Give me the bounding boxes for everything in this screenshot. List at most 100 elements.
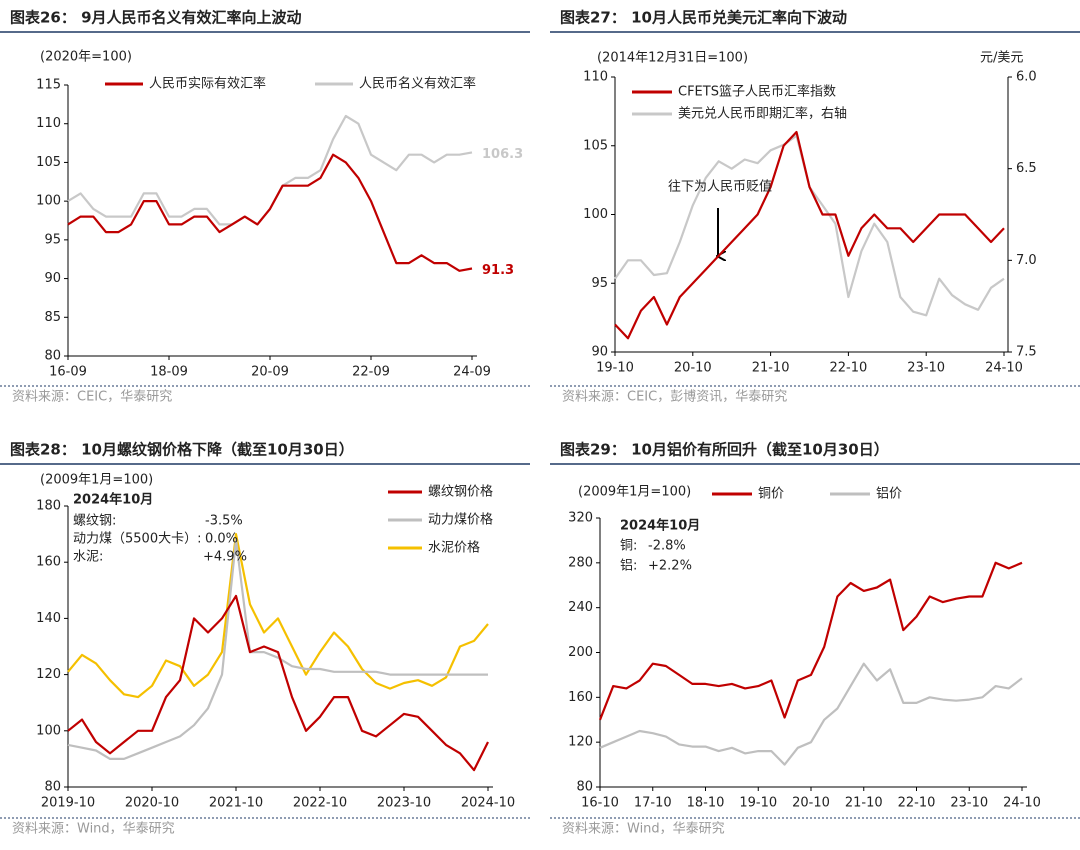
- annotation: 铝:: [620, 559, 637, 574]
- end-value-label: 91.3: [482, 263, 514, 278]
- y-tick-label: 110: [36, 116, 61, 131]
- y-tick-label: 100: [583, 207, 608, 222]
- legend-label: 铜价: [758, 487, 784, 502]
- y-tick-label: 80: [576, 780, 593, 795]
- legend-label: 铝价: [876, 487, 902, 502]
- y-tick-label: 160: [568, 690, 593, 705]
- y-tick-label: 200: [568, 645, 593, 660]
- y-tick-label: 320: [568, 511, 593, 526]
- legend-label: 螺纹钢价格: [428, 484, 493, 500]
- series-line: [598, 561, 1023, 721]
- x-tick-label: 2021-10: [209, 796, 263, 811]
- annotation: 动力煤（5500大卡）:: [73, 532, 201, 547]
- legend-label: 人民币名义有效汇率: [359, 76, 476, 92]
- source-note: 资料来源：Wind，华泰研究: [12, 822, 175, 837]
- x-tick-label: 2019-10: [41, 796, 95, 811]
- x-tick-label: 20-10: [792, 796, 830, 811]
- y-tick-label: 240: [568, 600, 593, 615]
- legend-label: 水泥价格: [428, 540, 480, 556]
- annotation: -2.8%: [648, 539, 686, 554]
- annotation: 0.0%: [205, 532, 238, 547]
- y2-tick-label: 7.5: [1016, 345, 1037, 360]
- end-value-label: 106.3: [482, 147, 523, 162]
- annotation: (2014年12月31日=100): [597, 51, 748, 66]
- y-tick-label: 95: [591, 276, 608, 291]
- series-line: [67, 538, 488, 760]
- annotation: (2020年=100): [40, 50, 132, 65]
- x-tick-label: 23-10: [950, 796, 988, 811]
- y-tick-label: 160: [36, 555, 61, 570]
- x-tick-label: 19-10: [596, 361, 634, 376]
- panel-title: 图表26： 9月人民币名义有效汇率向上波动: [10, 9, 302, 27]
- y-tick-label: 85: [44, 310, 61, 325]
- panel-title: 图表29： 10月铝价有所回升（截至10月30日）: [560, 441, 889, 459]
- series-line: [614, 130, 1005, 340]
- panel-title: 图表28： 10月螺纹钢价格下降（截至10月30日）: [10, 441, 354, 459]
- y-tick-label: 180: [36, 499, 61, 514]
- panel-title: 图表27： 10月人民币兑美元汇率向下波动: [560, 9, 847, 27]
- series-line: [599, 662, 1023, 766]
- annotation: -3.5%: [205, 514, 243, 529]
- x-tick-label: 24-10: [985, 361, 1023, 376]
- y-tick-label: 100: [36, 723, 61, 738]
- series-line: [67, 153, 473, 272]
- annotation: 2024年10月: [73, 492, 153, 508]
- annotation: 往下为人民币贬值: [668, 179, 772, 195]
- y-tick-label: 100: [36, 194, 61, 209]
- annotation: 2024年10月: [620, 518, 700, 534]
- x-tick-label: 2020-10: [125, 796, 179, 811]
- x-tick-label: 2022-10: [293, 796, 347, 811]
- y-tick-label: 120: [568, 735, 593, 750]
- x-tick-label: 24-09: [453, 365, 491, 380]
- x-tick-label: 19-10: [739, 796, 777, 811]
- x-tick-label: 17-10: [634, 796, 672, 811]
- y-tick-label: 105: [583, 138, 608, 153]
- legend-label: 人民币实际有效汇率: [149, 76, 266, 92]
- source-note: 资料来源：CEIC，彭博资讯，华泰研究: [562, 390, 787, 405]
- legend-label: 美元兑人民币即期汇率，右轴: [678, 106, 847, 122]
- series-line: [67, 533, 489, 699]
- y-tick-label: 80: [44, 349, 61, 364]
- x-tick-label: 21-10: [752, 361, 790, 376]
- legend-label: 动力煤价格: [428, 512, 493, 528]
- x-tick-label: 22-09: [352, 365, 390, 380]
- x-tick-label: 16-10: [581, 796, 619, 811]
- annotation: +4.9%: [203, 550, 247, 565]
- x-tick-label: 18-10: [687, 796, 725, 811]
- x-tick-label: 22-10: [830, 361, 868, 376]
- legend-label: CFETS篮子人民币汇率指数: [678, 84, 836, 100]
- annotation: 铜:: [620, 539, 637, 554]
- x-tick-label: 16-09: [49, 365, 87, 380]
- x-tick-label: 20-10: [674, 361, 712, 376]
- y-tick-label: 115: [36, 78, 61, 93]
- x-tick-label: 21-10: [845, 796, 883, 811]
- annotation: 螺纹钢:: [73, 514, 116, 529]
- annotation: +2.2%: [648, 559, 692, 574]
- annotation: (2009年1月=100): [578, 485, 691, 500]
- annotation: (2009年1月=100): [40, 473, 153, 488]
- y-tick-label: 140: [36, 611, 61, 626]
- y-tick-label: 105: [36, 155, 61, 170]
- y2-tick-label: 6.0: [1016, 70, 1037, 85]
- y-tick-label: 280: [568, 555, 593, 570]
- y-tick-label: 90: [591, 345, 608, 360]
- x-tick-label: 18-09: [150, 365, 188, 380]
- annotation: 水泥:: [73, 550, 103, 565]
- series-line: [67, 594, 489, 772]
- y2-tick-label: 6.5: [1016, 161, 1037, 176]
- x-tick-label: 2024-10: [461, 796, 515, 811]
- source-note: 资料来源：Wind，华泰研究: [562, 822, 725, 837]
- y-tick-label: 95: [44, 232, 61, 247]
- y-tick-label: 110: [583, 70, 608, 85]
- y-tick-label: 90: [44, 271, 61, 286]
- x-tick-label: 23-10: [907, 361, 945, 376]
- x-tick-label: 22-10: [898, 796, 936, 811]
- x-tick-label: 20-09: [251, 365, 289, 380]
- y-tick-label: 80: [44, 780, 61, 795]
- annotation: 元/美元: [980, 51, 1023, 66]
- y2-tick-label: 7.0: [1016, 253, 1037, 268]
- x-tick-label: 24-10: [1003, 796, 1041, 811]
- y-tick-label: 120: [36, 667, 61, 682]
